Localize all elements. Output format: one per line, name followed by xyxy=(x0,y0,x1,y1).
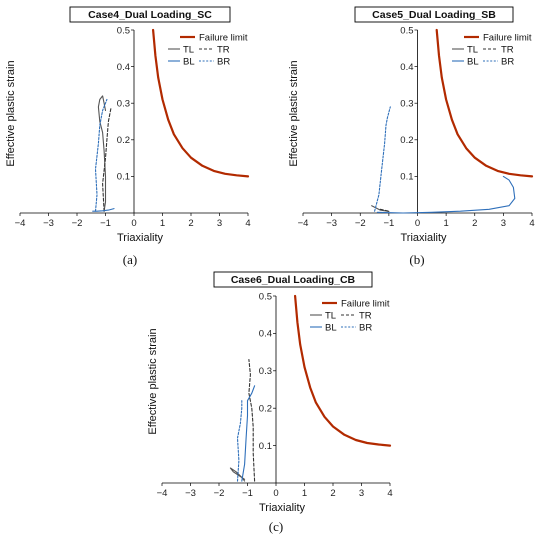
x-tick-label: 4 xyxy=(245,218,250,229)
chart-title-box xyxy=(213,271,373,288)
series-line-br xyxy=(374,106,391,212)
series-line-tr xyxy=(379,208,390,212)
chart-panel-2: −4 −3 −2 −1 0 1 2 3 4 0.1 0.2 0.3 0.4 0.5 Triaxiality E… xyxy=(288,6,535,267)
series-line-bl xyxy=(376,175,516,214)
legend-label-tl: TL xyxy=(183,45,194,56)
y-tick-label: 0.2 xyxy=(400,135,413,146)
y-tick-label: 0.1 xyxy=(259,441,272,452)
x-tick-label: −1 xyxy=(242,488,253,499)
y-axis-label: Effective plastic strain xyxy=(288,60,300,166)
y-tick-label: 0.1 xyxy=(400,172,413,183)
y-tick-label: 0.4 xyxy=(117,62,130,73)
legend-label-failure-limit: Failure limit xyxy=(483,33,532,44)
x-tick-label: −2 xyxy=(214,488,225,499)
legend: Failure limit TL TR BL BR xyxy=(310,299,390,334)
x-tick-label: 2 xyxy=(472,218,477,229)
x-axis-label: Triaxiality xyxy=(117,232,164,244)
chart-title: Case5_Dual Loading_SB xyxy=(372,9,496,21)
legend: Failure limit TL TR BL BR xyxy=(452,33,532,68)
x-tick-label: −3 xyxy=(326,218,337,229)
chart-panel-3: −4 −3 −2 −1 0 1 2 3 4 0.1 0.2 0.3 0.4 0.5 Triaxiality E… xyxy=(147,271,393,534)
chart-title: Case6_Dual Loading_CB xyxy=(231,274,356,286)
legend-label-tl: TL xyxy=(325,311,336,322)
x-tick-label: −1 xyxy=(383,218,394,229)
y-axis-label: Effective plastic strain xyxy=(147,328,159,434)
x-axis-label: Triaxiality xyxy=(400,232,447,244)
legend-label-tl: TL xyxy=(467,45,478,56)
y-axis-label: Effective plastic strain xyxy=(5,60,17,166)
y-tick-label: 0.5 xyxy=(117,25,130,36)
legend-label-tr: TR xyxy=(359,311,372,322)
x-tick-label: −4 xyxy=(157,488,168,499)
legend-label-failure-limit: Failure limit xyxy=(341,299,390,310)
panel-caption: (a) xyxy=(123,252,137,267)
x-tick-label: 0 xyxy=(131,218,136,229)
legend-label-br: BR xyxy=(359,323,372,334)
series-line-tl xyxy=(97,95,107,212)
y-tick-label: 0.1 xyxy=(117,172,130,183)
x-tick-label: −1 xyxy=(100,218,111,229)
x-tick-label: −2 xyxy=(72,218,83,229)
chart-title: Case4_Dual Loading_SC xyxy=(88,9,212,21)
chart-panel-1: −4 −3 −2 −1 0 1 2 3 4 0.1 0.2 0.3 0.4 0.5 Triaxiality E… xyxy=(5,6,251,267)
x-tick-label: 3 xyxy=(217,218,222,229)
y-tick-label: 0.2 xyxy=(117,135,130,146)
y-tick-label: 0.5 xyxy=(259,291,272,302)
x-tick-label: 4 xyxy=(387,488,392,499)
series-line-failure-limit xyxy=(294,294,392,447)
x-tick-label: 2 xyxy=(330,488,335,499)
x-tick-label: 3 xyxy=(501,218,506,229)
legend-label-tr: TR xyxy=(217,45,230,56)
x-tick-label: 0 xyxy=(273,488,278,499)
x-tick-label: 2 xyxy=(188,218,193,229)
x-tick-label: 1 xyxy=(160,218,165,229)
x-tick-label: 1 xyxy=(443,218,448,229)
series-line-bl xyxy=(241,385,256,482)
chart-title-box xyxy=(354,6,514,23)
x-tick-label: −2 xyxy=(355,218,366,229)
series-line-failure-limit xyxy=(435,28,534,178)
y-tick-label: 0.3 xyxy=(259,366,272,377)
x-tick-label: 4 xyxy=(529,218,534,229)
x-tick-label: −4 xyxy=(298,218,309,229)
legend-label-failure-limit: Failure limit xyxy=(199,33,248,44)
y-tick-label: 0.3 xyxy=(400,99,413,110)
legend-label-bl: BL xyxy=(467,57,479,68)
x-tick-label: −3 xyxy=(185,488,196,499)
series-line-br xyxy=(236,400,243,482)
legend-label-br: BR xyxy=(217,57,230,68)
y-tick-label: 0.2 xyxy=(259,404,272,415)
series-line-br xyxy=(94,98,108,212)
series-line-tr xyxy=(102,106,112,212)
y-tick-label: 0.3 xyxy=(117,99,130,110)
y-tick-label: 0.4 xyxy=(259,329,272,340)
series-line-tl xyxy=(229,467,246,482)
panel-caption: (b) xyxy=(409,252,424,267)
legend-label-br: BR xyxy=(501,57,514,68)
legend-label-bl: BL xyxy=(183,57,195,68)
legend: Failure limit TL TR BL BR xyxy=(168,33,248,68)
legend-label-bl: BL xyxy=(325,323,337,334)
y-tick-label: 0.5 xyxy=(400,25,413,36)
x-tick-label: 3 xyxy=(359,488,364,499)
chart-title-box xyxy=(69,6,231,23)
x-tick-label: 1 xyxy=(302,488,307,499)
legend-label-tr: TR xyxy=(501,45,514,56)
series-line-tr xyxy=(248,359,256,482)
x-tick-label: −4 xyxy=(15,218,26,229)
x-tick-label: −3 xyxy=(43,218,54,229)
panel-caption: (c) xyxy=(269,519,283,534)
x-tick-label: 0 xyxy=(415,218,420,229)
y-tick-label: 0.4 xyxy=(400,62,413,73)
series-line-failure-limit xyxy=(152,28,250,178)
x-axis-label: Triaxiality xyxy=(259,502,306,514)
